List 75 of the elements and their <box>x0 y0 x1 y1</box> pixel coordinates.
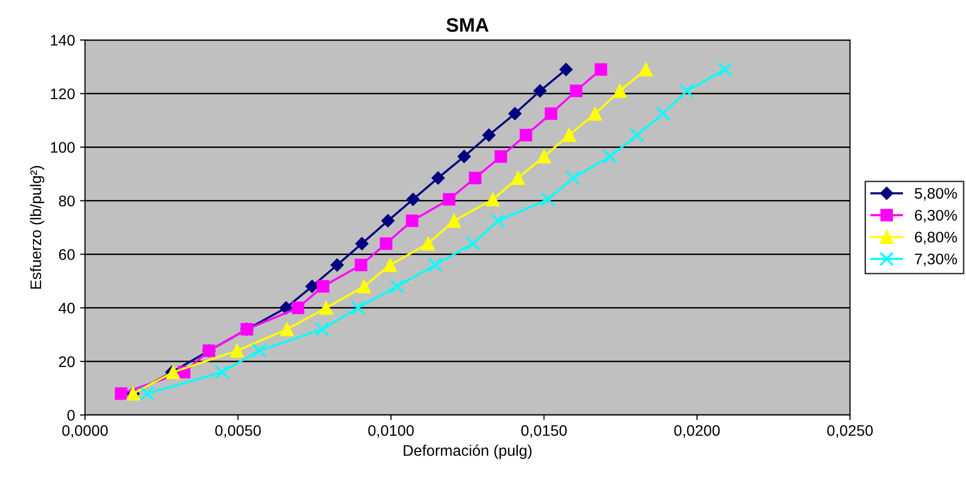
y-tick-label: 80 <box>58 196 75 206</box>
point <box>140 386 154 401</box>
point <box>421 236 435 251</box>
point <box>383 258 398 272</box>
point <box>468 172 482 184</box>
x-tick-label: 0,0050 <box>215 425 261 438</box>
point <box>482 128 496 142</box>
point <box>562 128 576 142</box>
point <box>537 150 551 164</box>
point <box>447 214 461 228</box>
point <box>533 84 547 98</box>
point <box>280 322 294 336</box>
point <box>230 344 244 358</box>
point <box>588 106 602 121</box>
point <box>612 84 627 98</box>
point <box>355 236 369 250</box>
y-tick-label: 120 <box>50 88 75 100</box>
point <box>511 171 525 185</box>
x-tick-label: 0,0100 <box>368 425 414 438</box>
point <box>508 107 522 120</box>
x-tick-label: 0,0200 <box>674 425 720 438</box>
point <box>638 62 653 76</box>
y-tick-label: 20 <box>59 356 75 368</box>
y-tick-label: 140 <box>50 34 75 46</box>
legend-label: 6,30% <box>914 210 957 222</box>
point <box>350 300 366 316</box>
point <box>432 171 445 185</box>
point <box>252 343 266 358</box>
legend-label: 7,30% <box>914 254 957 266</box>
point <box>520 128 532 142</box>
y-tick-label: 40 <box>58 302 75 314</box>
chart-title: SMA <box>446 18 489 32</box>
point <box>428 258 442 272</box>
point <box>544 107 558 120</box>
point <box>292 302 304 314</box>
x-tick-label: 0,0250 <box>827 425 873 438</box>
point <box>680 84 694 98</box>
point <box>540 192 556 207</box>
point <box>566 170 580 186</box>
point <box>490 214 506 228</box>
point <box>458 150 471 164</box>
point <box>442 193 456 206</box>
point <box>314 322 330 337</box>
point <box>380 237 392 250</box>
point <box>406 192 420 206</box>
point <box>486 192 500 206</box>
point <box>381 214 395 228</box>
point <box>656 106 670 121</box>
point <box>357 279 372 294</box>
point <box>602 149 618 164</box>
y-tick-label: 100 <box>50 142 75 153</box>
point <box>390 279 404 294</box>
x-tick-label: 0,0000 <box>62 425 108 438</box>
point <box>494 150 508 163</box>
x-tick-label: 0,0150 <box>521 425 567 438</box>
x-axis-title: Deformación (pulg) <box>404 444 532 459</box>
point <box>316 280 330 293</box>
point <box>330 258 344 272</box>
point <box>718 62 732 77</box>
point <box>305 280 319 294</box>
y-axis-title: Esfuerzo (lb/pulg²) <box>30 166 44 289</box>
point <box>594 63 608 76</box>
legend-label: 5,80% <box>914 188 957 201</box>
point <box>319 300 334 315</box>
point <box>214 364 230 380</box>
point <box>630 128 644 142</box>
y-tick-label: 0 <box>67 410 75 421</box>
point <box>114 387 128 400</box>
point <box>570 84 582 98</box>
legend-label: 6,80% <box>914 232 957 244</box>
point <box>406 214 418 228</box>
point <box>354 258 368 272</box>
y-tick-label: 60 <box>59 249 75 260</box>
point <box>466 236 480 251</box>
point <box>559 62 573 76</box>
